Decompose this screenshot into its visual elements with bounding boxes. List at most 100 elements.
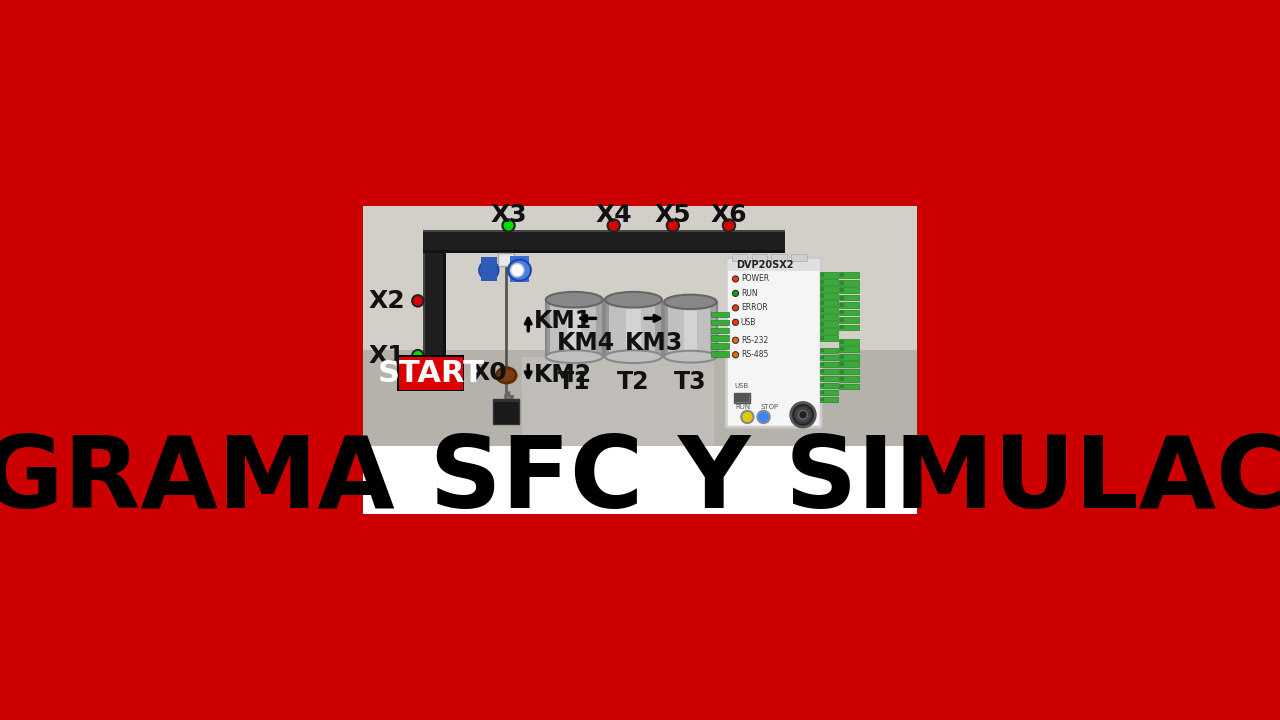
Bar [820, 356, 824, 359]
Circle shape [758, 411, 769, 423]
Bar [819, 376, 838, 381]
Bar [364, 350, 916, 446]
Text: X5: X5 [654, 202, 691, 227]
Bar [820, 280, 824, 284]
Bar [684, 302, 698, 356]
Bar [626, 300, 640, 356]
Bar [840, 361, 859, 367]
Bar [840, 310, 859, 315]
Circle shape [732, 276, 739, 282]
Bar [820, 377, 824, 380]
Bar [840, 339, 859, 345]
Bar [820, 329, 824, 333]
Bar [819, 279, 838, 284]
Bar [819, 300, 838, 306]
Text: KM1: KM1 [534, 309, 591, 333]
Bar [664, 302, 668, 356]
Text: RUN: RUN [736, 405, 750, 410]
Bar [424, 253, 425, 359]
Ellipse shape [664, 351, 717, 363]
Text: X2: X2 [369, 289, 406, 313]
Bar [819, 361, 838, 367]
Ellipse shape [664, 294, 717, 309]
Bar [493, 400, 520, 423]
Circle shape [723, 220, 735, 232]
Circle shape [503, 220, 515, 232]
Bar [819, 321, 838, 327]
Text: ERROR: ERROR [741, 303, 768, 312]
Bar [595, 300, 603, 356]
Circle shape [412, 295, 424, 307]
Text: START: START [378, 359, 484, 387]
Bar [605, 300, 609, 356]
Bar [498, 253, 515, 266]
Bar [364, 446, 916, 514]
Bar [481, 257, 497, 281]
Text: X6: X6 [710, 202, 748, 227]
Bar [840, 288, 845, 292]
Bar [819, 336, 838, 341]
Bar [840, 325, 845, 329]
Bar [820, 397, 824, 401]
Bar [605, 300, 662, 356]
Bar [819, 315, 838, 320]
Bar [840, 302, 859, 308]
Bar [545, 300, 550, 356]
Bar [791, 254, 806, 261]
Ellipse shape [605, 292, 662, 307]
Bar [840, 273, 845, 277]
Bar [820, 391, 824, 394]
Bar [710, 351, 728, 357]
Ellipse shape [508, 260, 531, 281]
Bar [819, 369, 838, 374]
Text: RUN: RUN [741, 289, 758, 298]
Circle shape [732, 319, 739, 325]
Bar [840, 346, 859, 352]
Bar [424, 250, 785, 253]
Bar [840, 272, 859, 278]
Bar [819, 390, 838, 395]
Text: KM4: KM4 [557, 330, 616, 355]
Bar [840, 317, 859, 323]
Circle shape [667, 220, 678, 232]
Bar [840, 281, 845, 284]
Ellipse shape [497, 368, 516, 383]
Text: STOP: STOP [760, 405, 778, 410]
Bar [727, 259, 819, 271]
Bar [820, 348, 824, 352]
Bar [819, 383, 838, 388]
Bar [509, 256, 529, 282]
Bar [819, 272, 838, 278]
Bar [399, 356, 462, 390]
Bar [819, 348, 838, 353]
Bar [655, 300, 662, 356]
Bar [840, 384, 859, 390]
Bar [545, 300, 603, 356]
Bar [567, 300, 581, 356]
Bar [840, 369, 845, 374]
Bar [424, 230, 785, 253]
Bar [772, 254, 787, 261]
Bar [820, 369, 824, 373]
Bar [840, 318, 845, 322]
Bar [735, 394, 749, 402]
Bar [820, 336, 824, 340]
Bar [840, 340, 845, 343]
Text: USB: USB [735, 383, 749, 390]
Circle shape [732, 351, 739, 358]
Circle shape [795, 406, 812, 423]
Text: KM2: KM2 [534, 364, 591, 387]
FancyBboxPatch shape [726, 258, 820, 427]
Bar [732, 254, 748, 261]
Bar [840, 325, 859, 330]
Circle shape [799, 410, 808, 419]
Text: X3: X3 [490, 202, 527, 227]
Text: USB: USB [741, 318, 756, 327]
Text: T1: T1 [558, 370, 590, 394]
Bar [840, 303, 845, 307]
Text: DVP20SX2: DVP20SX2 [736, 261, 794, 270]
Circle shape [732, 337, 739, 343]
Circle shape [608, 220, 620, 232]
Bar [820, 294, 824, 298]
Text: T3: T3 [675, 370, 707, 394]
